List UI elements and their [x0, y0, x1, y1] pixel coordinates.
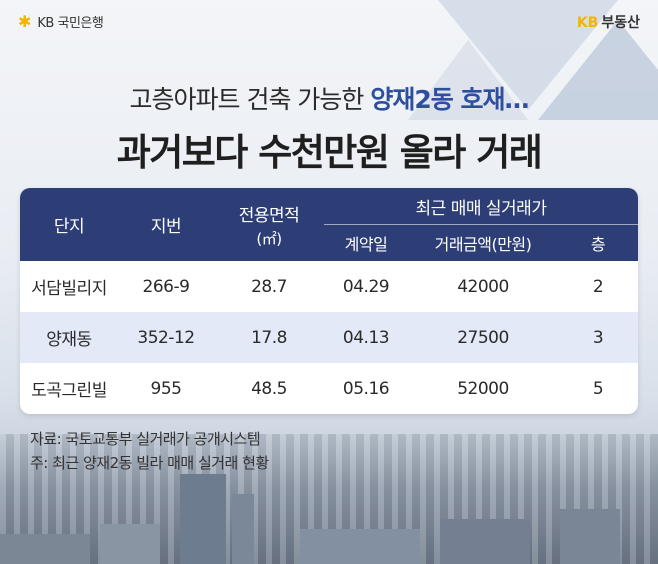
footnote: 주: 최근 양재2동 빌라 매매 실거래 현황 [30, 454, 269, 472]
cell-complex: 서담빌리지 [31, 279, 107, 299]
header-bar: ✱ KB 국민은행 KB 부동산 [18, 10, 640, 36]
transaction-table: 단지 지번 전용면적 (㎡) 최근 매매 실거래가 계약일 거래금액(만원) 층… [20, 188, 638, 414]
cell-floor: 2 [592, 276, 604, 297]
cell-complex: 양재동 [20, 312, 118, 363]
cell-area: 17.8 [214, 312, 324, 363]
source-note: 자료: 국토교통부 실거래가 공개시스템 [30, 430, 261, 448]
cell-lot: 266-9 [142, 276, 190, 297]
headline-line2: 과거보다 수천만원 올라 거래 [116, 131, 543, 174]
cell-date: 05.16 [342, 378, 390, 399]
cell-date: 04.13 [324, 312, 408, 363]
header-floor: 층 [558, 224, 638, 261]
header-area-label: 전용면적 [238, 205, 300, 226]
header-complex: 단지 [20, 188, 118, 261]
bank-logo-text: KB 국민은행 [37, 16, 104, 31]
cell-price: 27500 [408, 312, 558, 363]
header-area: 전용면적 (㎡) [214, 188, 324, 261]
table-row: 양재동 352-12 17.8 04.13 27500 3 [20, 312, 638, 363]
header-recent-group: 최근 매매 실거래가 [324, 188, 638, 225]
star-icon: ✱ [18, 11, 32, 31]
cell-floor: 3 [558, 312, 638, 363]
header-price: 거래금액(만원) [408, 224, 558, 261]
cell-price: 52000 [457, 378, 509, 399]
table-row: 서담빌리지 266-9 28.7 04.29 42000 2 [20, 261, 638, 312]
kb-bank-logo: ✱ KB 국민은행 [18, 11, 104, 31]
estate-logo-text: 부동산 [601, 15, 640, 31]
cell-price: 42000 [457, 276, 509, 297]
cell-lot: 352-12 [118, 312, 214, 363]
cell-area: 28.7 [251, 276, 287, 297]
cell-date: 04.29 [342, 276, 390, 297]
cell-lot: 955 [150, 378, 182, 399]
transaction-table-card: 단지 지번 전용면적 (㎡) 최근 매매 실거래가 계약일 거래금액(만원) 층… [20, 188, 638, 414]
cell-area: 48.5 [251, 378, 287, 399]
city-background [0, 434, 658, 564]
kb-estate-logo: KB 부동산 [577, 12, 640, 32]
estate-logo-mark: KB [576, 15, 599, 31]
cell-floor: 5 [592, 378, 604, 399]
headline-line1: 고층아파트 건축 가능한 양재2동 호재… [0, 80, 658, 116]
header-contract-date: 계약일 [324, 224, 408, 261]
headline-highlight: 양재2동 호재… [370, 85, 529, 114]
header-lot: 지번 [118, 188, 214, 261]
cell-complex: 도곡그린빌 [31, 381, 107, 401]
header-area-unit: (㎡) [256, 229, 282, 248]
headline-prefix: 고층아파트 건축 가능한 [129, 85, 371, 114]
table-row: 도곡그린빌 955 48.5 05.16 52000 5 [20, 363, 638, 414]
decorative-geometry [378, 0, 658, 150]
